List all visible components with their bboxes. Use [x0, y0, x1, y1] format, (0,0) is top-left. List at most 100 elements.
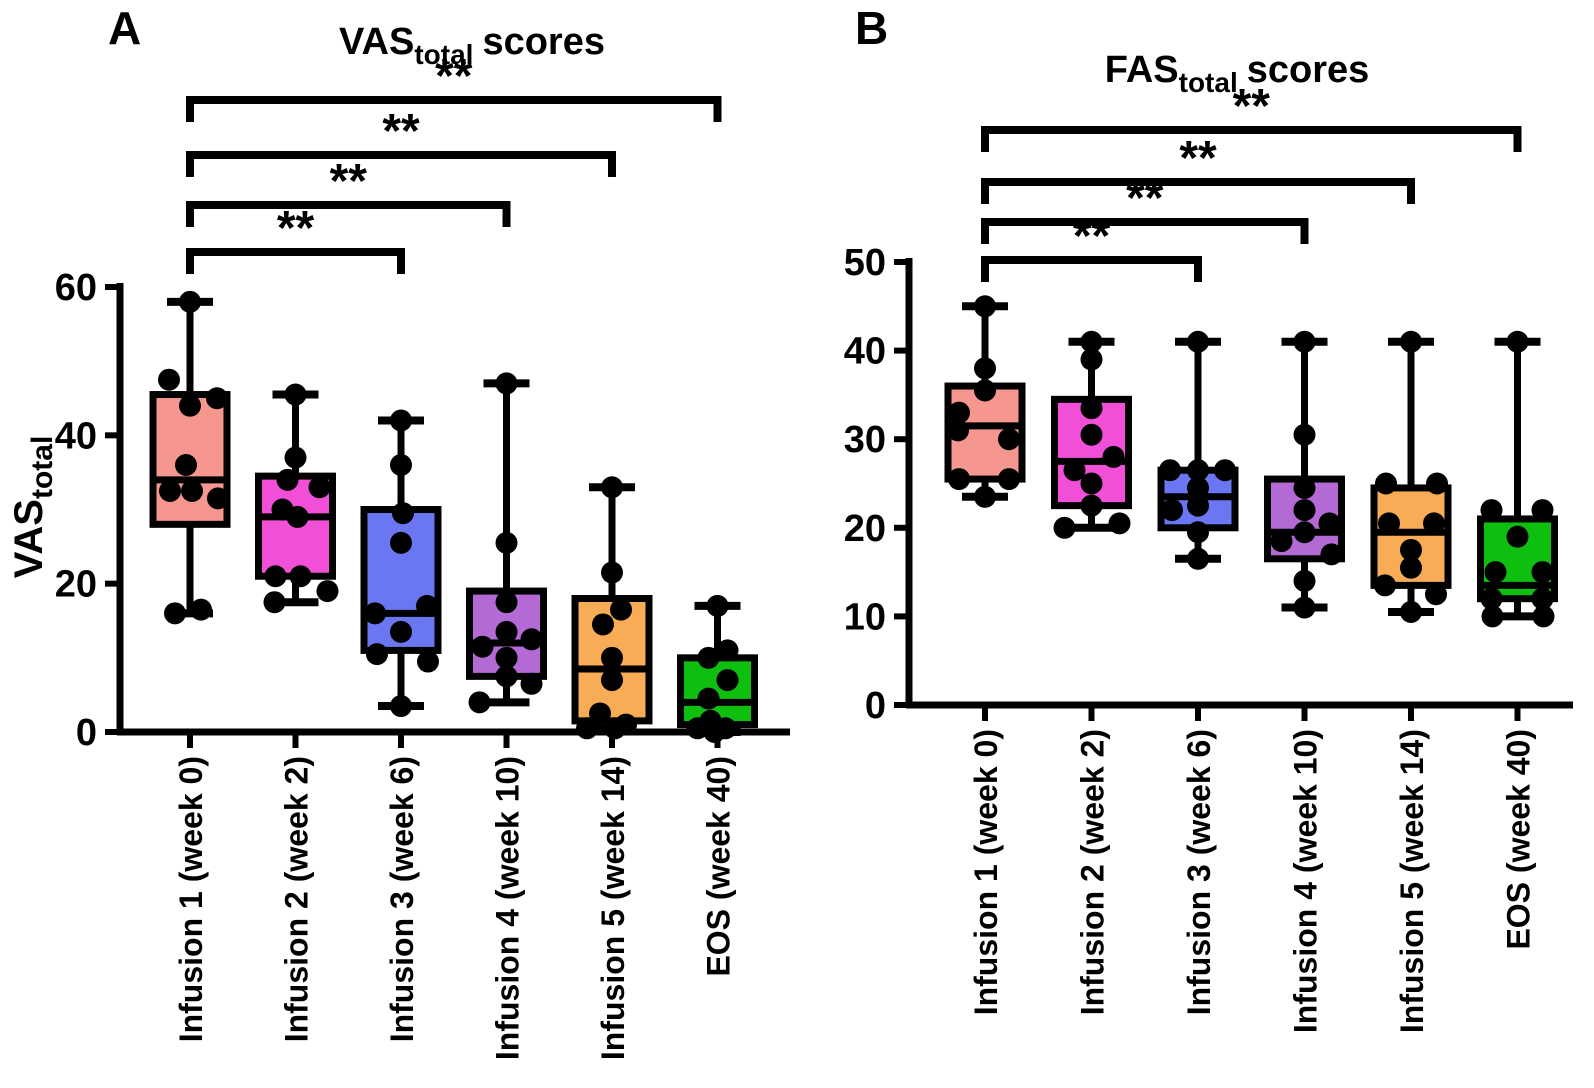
significance-label: ** — [1179, 132, 1217, 185]
panel-b-letter: B — [855, 2, 888, 54]
data-point — [390, 620, 412, 643]
x-category-label: Infusion 4 (week 10) — [1288, 729, 1324, 1033]
x-category-label: Infusion 4 (week 10) — [490, 756, 526, 1060]
data-point — [1400, 538, 1422, 561]
data-point — [974, 295, 996, 318]
data-point — [495, 620, 518, 643]
data-point — [390, 531, 412, 554]
box-group-infusion-1-week-0- — [149, 290, 231, 625]
significance-label: ** — [1073, 210, 1111, 263]
data-point — [601, 561, 623, 584]
x-category-label: Infusion 5 (week 14) — [1394, 729, 1430, 1033]
data-point — [1480, 587, 1503, 610]
data-point — [284, 446, 307, 469]
data-point — [1400, 600, 1422, 623]
data-point — [706, 594, 729, 617]
box-group-infusion-5-week-14- — [571, 476, 653, 740]
data-point — [1080, 397, 1103, 420]
data-point — [1375, 472, 1397, 495]
data-point — [1108, 512, 1131, 535]
x-category-label: Infusion 3 (week 6) — [384, 756, 420, 1042]
significance-bracket — [981, 178, 1415, 204]
data-point — [1187, 494, 1209, 517]
x-category-label: Infusion 1 (week 0) — [173, 756, 209, 1042]
data-point — [1053, 516, 1076, 539]
data-point — [316, 580, 339, 603]
box-group-infusion-4-week-10- — [466, 372, 547, 714]
data-point — [495, 646, 518, 669]
data-point — [1318, 512, 1341, 535]
data-point — [1506, 525, 1529, 548]
data-point — [289, 565, 312, 588]
data-point — [1425, 583, 1447, 606]
data-point — [1481, 605, 1504, 628]
data-point — [286, 505, 309, 528]
significance-label: ** — [277, 202, 315, 255]
data-point — [592, 613, 614, 636]
significance-bracket — [186, 248, 405, 274]
y-tick-label: 60 — [55, 267, 97, 309]
data-point — [1080, 472, 1103, 495]
data-point — [1293, 499, 1316, 522]
data-point — [716, 639, 739, 662]
significance-bracket — [186, 201, 511, 227]
data-point — [1080, 494, 1103, 517]
box-group-infusion-3-week-6- — [360, 409, 442, 718]
data-point — [1532, 605, 1555, 628]
data-point — [158, 368, 180, 391]
data-point — [1102, 445, 1125, 468]
data-point — [190, 598, 212, 621]
y-tick-label: 0 — [76, 712, 97, 754]
data-point — [697, 646, 720, 669]
data-point — [1187, 547, 1209, 570]
y-axis-title-vas: VAStotal — [7, 436, 59, 579]
box-group-eos-week-40- — [1477, 330, 1558, 628]
data-point — [520, 672, 543, 695]
data-point — [974, 379, 996, 402]
data-point — [1187, 521, 1209, 544]
data-point — [471, 635, 494, 658]
box-group-infusion-1-week-0- — [944, 295, 1026, 508]
significance-label: ** — [330, 155, 368, 208]
data-point — [947, 419, 969, 442]
data-point — [1484, 561, 1507, 584]
data-point — [1293, 521, 1316, 544]
box-group-eos-week-40- — [677, 594, 758, 743]
data-point — [1187, 459, 1209, 482]
data-point — [601, 669, 623, 692]
data-point — [179, 394, 201, 417]
data-point — [998, 428, 1020, 451]
x-category-label: Infusion 2 (week 2) — [279, 756, 315, 1042]
data-point — [520, 628, 543, 651]
data-point — [179, 290, 201, 313]
panel-a-letter: A — [108, 2, 141, 54]
data-point — [1080, 330, 1103, 353]
data-point — [601, 476, 623, 499]
data-point — [948, 468, 970, 491]
y-tick-label: 40 — [55, 415, 97, 457]
data-point — [1531, 561, 1554, 584]
box-group-infusion-4-week-10- — [1264, 330, 1345, 619]
x-category-label: EOS (week 40) — [701, 756, 737, 977]
data-point — [468, 691, 491, 714]
data-point — [1293, 476, 1316, 499]
data-point — [181, 479, 203, 502]
data-point — [1270, 530, 1293, 553]
data-point — [175, 454, 197, 476]
data-point — [390, 454, 412, 476]
data-point — [284, 383, 307, 406]
y-tick-label: 20 — [55, 564, 97, 606]
data-point — [1400, 330, 1422, 353]
boxplot-fas-svg: B FAStotal scores 0 10 20 30 40 50 Infusion 1 (… — [844, 2, 1573, 1033]
data-point — [495, 372, 518, 395]
chart-layer-b: 0 10 20 30 40 50 Infusion 1 (week 0) Infusion 2… — [844, 80, 1573, 1033]
x-category-label: Infusion 5 (week 14) — [595, 756, 631, 1060]
data-point — [948, 401, 970, 424]
data-point — [1080, 348, 1103, 371]
box-group-infusion-2-week-2- — [1051, 330, 1132, 539]
chart-layer-a: 0 20 40 60 Infusion 1 (week 0) Infusion 2 (we… — [55, 50, 790, 1060]
data-point — [1080, 423, 1103, 446]
data-point — [495, 665, 518, 688]
data-point — [416, 594, 438, 617]
